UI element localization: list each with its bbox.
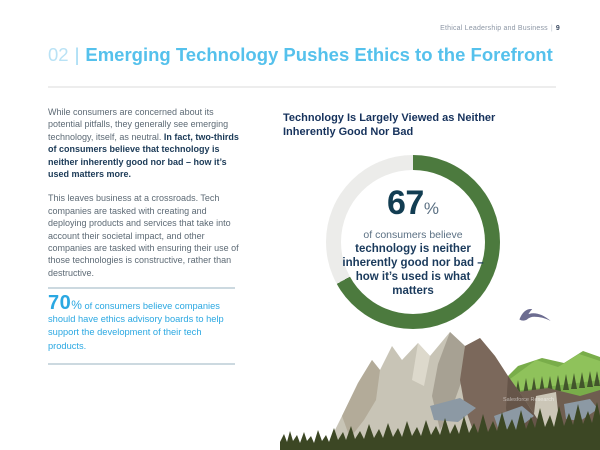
donut-value: 67 — [387, 184, 424, 222]
donut-value-row: 67% — [341, 186, 485, 227]
donut-center: 67% of consumers believe technology is n… — [341, 170, 485, 314]
callout-value: 70 — [48, 292, 72, 314]
treeline — [280, 402, 600, 450]
chart-heading: Technology Is Largely Viewed as Neither … — [283, 112, 496, 138]
page-number: 9 — [555, 25, 560, 32]
donut-chart: 67% of consumers believe technology is n… — [326, 155, 500, 329]
callout-top-rule — [48, 287, 235, 289]
running-header: Ethical Leadership and Business | 9 — [440, 25, 560, 32]
intro-paragraph: While consumers are concerned about its … — [48, 106, 244, 180]
rock-right-patch — [564, 399, 598, 421]
callout-description: of consumers believe companies should ha… — [48, 301, 224, 351]
watermark: Salesforce Research — [503, 397, 554, 403]
intro-normal-text: While consumers are concerned about its … — [48, 107, 229, 142]
stat-callout: 70% of consumers believe companies shoul… — [48, 287, 235, 365]
intro-bold-text: In fact, two-thirds of consumers believe… — [48, 131, 239, 180]
donut-percent-sign: % — [423, 199, 439, 218]
callout-percent-sign: % — [71, 298, 82, 312]
eagle-icon — [519, 308, 551, 321]
green-hill-ridge — [506, 354, 600, 392]
section-number: 02 — [48, 44, 69, 65]
page-title: 02 | Emerging Technology Pushes Ethics to … — [48, 44, 553, 66]
mountain-facet-snow — [412, 343, 430, 386]
title-divider — [48, 86, 556, 88]
mountain-facet-tan — [342, 360, 380, 438]
mountain-illustration: Salesforce Research — [280, 308, 600, 450]
left-column: While consumers are concerned about its … — [48, 106, 244, 291]
body-paragraph: This leaves business at a crossroads. Te… — [48, 193, 239, 278]
donut-label-bold: technology is neither inherently good no… — [342, 243, 484, 297]
running-header-separator: | — [550, 25, 553, 32]
title-text: Emerging Technology Pushes Ethics to the… — [85, 44, 553, 65]
callout-text: 70% of consumers believe companies shoul… — [48, 293, 235, 353]
title-separator: | — [74, 44, 80, 65]
callout-bottom-rule — [48, 362, 235, 365]
mountain-patch-blue1 — [430, 398, 476, 422]
running-header-label: Ethical Leadership and Business — [440, 25, 548, 32]
donut-label: of consumers believe — [363, 229, 463, 241]
